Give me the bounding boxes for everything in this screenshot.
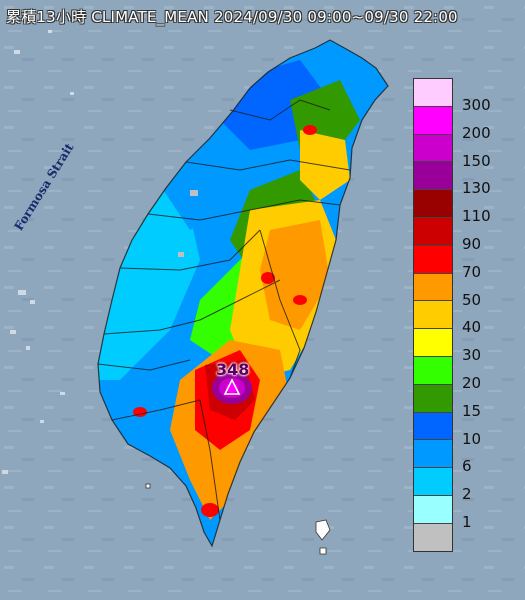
legend-swatch — [414, 468, 452, 496]
peak-value: 348 — [216, 360, 250, 379]
legend-label: 2 — [462, 485, 472, 504]
legend-label: 150 — [462, 151, 491, 170]
legend-swatch — [414, 301, 452, 330]
legend-swatch — [414, 162, 452, 191]
legend-swatch — [414, 329, 452, 357]
rainfall-field — [98, 40, 388, 546]
legend-label: 15 — [462, 401, 482, 420]
legend-label: 1 — [462, 513, 472, 531]
legend-label: 70 — [462, 262, 482, 281]
legend-label: 20 — [462, 374, 482, 392]
legend-swatch — [414, 245, 452, 274]
legend-swatch — [414, 356, 452, 385]
legend-swatch — [414, 273, 452, 302]
legend-label: 300 — [462, 96, 491, 114]
legend-swatch — [414, 440, 452, 469]
county-boundaries — [97, 39, 389, 548]
map-title: 累積13小時 CLIMATE_MEAN 2024/09/30 09:00~09/… — [6, 8, 458, 26]
cloud-speckles — [2, 30, 74, 474]
legend-label: 110 — [462, 207, 491, 226]
legend-swatch — [414, 79, 452, 107]
legend-label: 30 — [462, 346, 482, 365]
legend-label: 10 — [462, 429, 482, 448]
legend-label: 40 — [462, 318, 482, 337]
triangle-icon — [223, 378, 241, 395]
legend-swatch — [414, 523, 452, 551]
legend-colorbar — [413, 78, 453, 552]
legend-label: 50 — [462, 290, 482, 309]
legend-swatch — [414, 384, 452, 413]
legend-label: 130 — [462, 179, 491, 198]
legend-label: 200 — [462, 123, 491, 142]
legend-swatch — [414, 495, 452, 524]
legend-swatch — [414, 190, 452, 218]
legend-swatch — [414, 217, 452, 246]
legend-swatch — [414, 106, 452, 135]
legend-swatch — [414, 412, 452, 441]
legend-label: 90 — [462, 235, 482, 253]
legend-swatch — [414, 134, 452, 163]
legend-label: 6 — [462, 457, 472, 476]
small-islands — [145, 483, 331, 555]
